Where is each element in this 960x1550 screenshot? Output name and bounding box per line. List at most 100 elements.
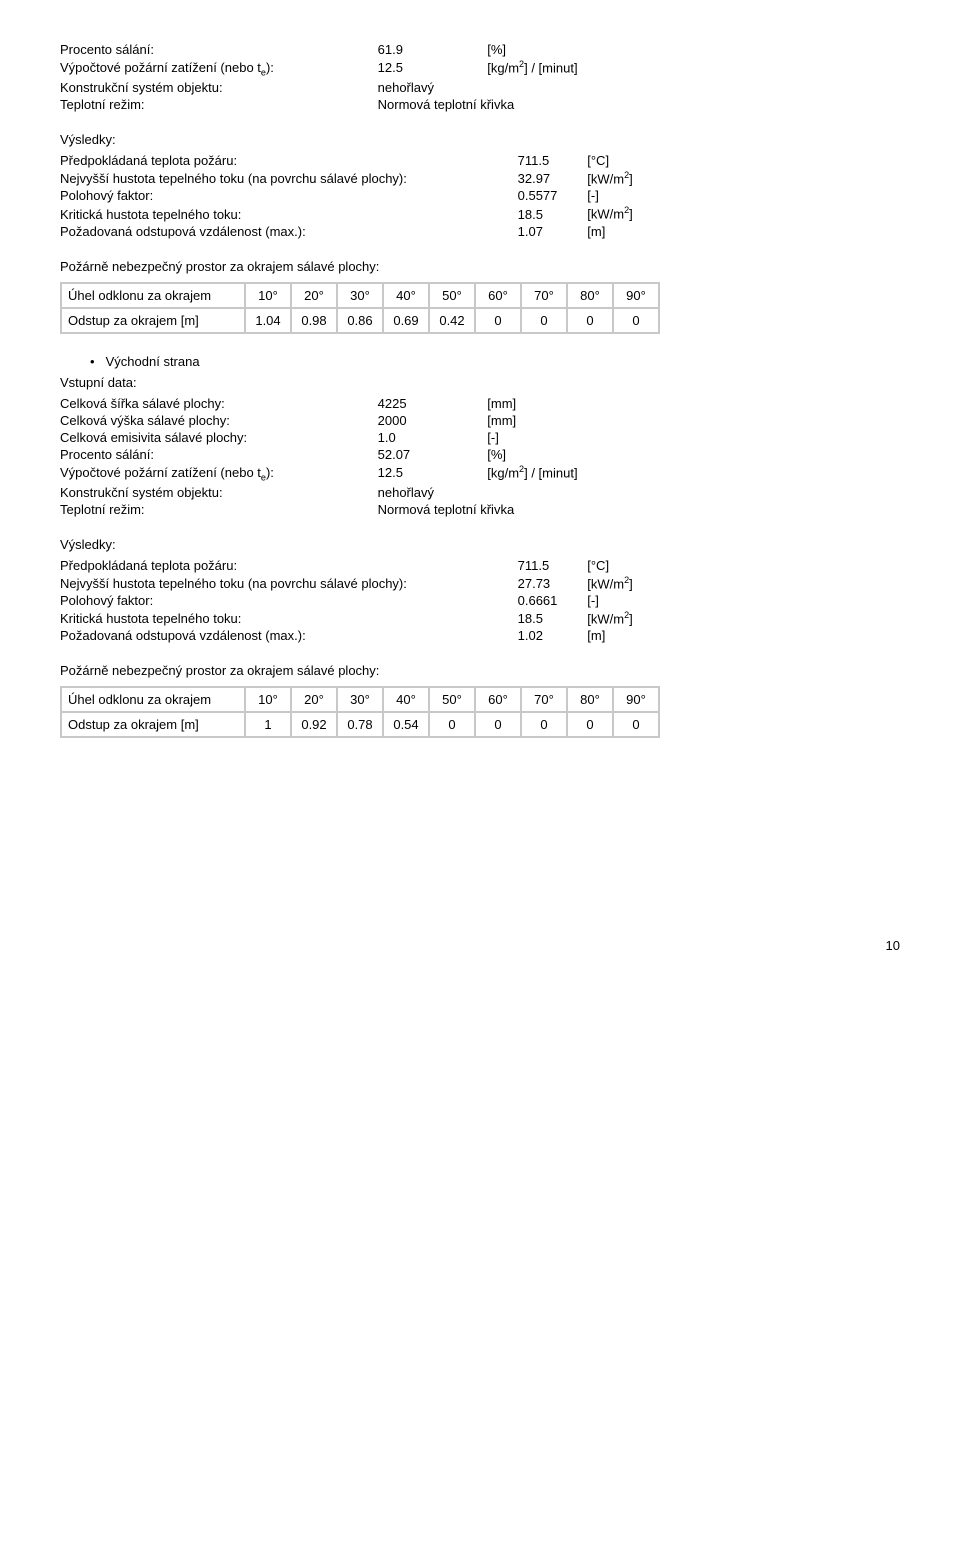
- table-cell: 1.04: [245, 308, 291, 333]
- table-row: Úhel odklonu za okrajem 10° 20° 30° 40° …: [61, 283, 659, 308]
- lbl-teplotni: Teplotní režim:: [60, 502, 370, 517]
- row-procento-2: Procento sálání: 52.07 [%]: [60, 447, 900, 462]
- table-row: Odstup za okrajem [m] 1.04 0.98 0.86 0.6…: [61, 308, 659, 333]
- table-1: Úhel odklonu za okrajem 10° 20° 30° 40° …: [60, 282, 660, 334]
- row-pozadovana-2: Požadovaná odstupová vzdálenost (max.): …: [60, 628, 900, 643]
- page-number: 10: [60, 938, 900, 953]
- table-cell: 0.69: [383, 308, 429, 333]
- row-pozadovana-1: Požadovaná odstupová vzdálenost (max.): …: [60, 224, 900, 239]
- table-cell: 0: [567, 712, 613, 737]
- table-cell: 0: [521, 308, 567, 333]
- lbl-nejvyssi: Nejvyšší hustota tepelného toku (na povr…: [60, 171, 510, 186]
- unit-dash: [-]: [481, 430, 499, 445]
- table-2: Úhel odklonu za okrajem 10° 20° 30° 40° …: [60, 686, 660, 738]
- table-cell: 40°: [383, 687, 429, 712]
- val-procento-1: 61.9: [374, 42, 478, 57]
- vysledky-title-2: Výsledky:: [60, 537, 900, 552]
- val-pozadovana-2: 1.02: [514, 628, 578, 643]
- val-konstrukcni-2: nehořlavý: [374, 485, 434, 500]
- unit-mm: [mm]: [481, 396, 516, 411]
- val-predpokladana-2: 711.5: [514, 558, 578, 573]
- row-polohovy-1: Polohový faktor: 0.5577 [-]: [60, 188, 900, 203]
- row-predpokladana-2: Předpokládaná teplota požáru: 711.5 [°C]: [60, 558, 900, 573]
- lbl-konstrukcni: Konstrukční systém objektu:: [60, 485, 370, 500]
- table-cell: 70°: [521, 687, 567, 712]
- val-kriticka-2: 18.5: [514, 611, 578, 626]
- row-nejvyssi-2: Nejvyšší hustota tepelného toku (na povr…: [60, 575, 900, 591]
- table-cell: 0: [567, 308, 613, 333]
- val-polohovy-1: 0.5577: [514, 188, 578, 203]
- table-cell: 0.98: [291, 308, 337, 333]
- table-cell: 60°: [475, 283, 521, 308]
- lbl-polohovy: Polohový faktor:: [60, 593, 510, 608]
- lbl-sirka: Celková šířka sálavé plochy:: [60, 396, 370, 411]
- vychodni-label: Východní strana: [106, 354, 200, 369]
- lbl-nejvyssi: Nejvyšší hustota tepelného toku (na povr…: [60, 576, 510, 591]
- lbl-emis: Celková emisivita sálavé plochy:: [60, 430, 370, 445]
- unit-percent: [%]: [481, 42, 506, 57]
- unit-kgm2: [kg/m2] / [minut]: [481, 59, 577, 75]
- table-row: Úhel odklonu za okrajem 10° 20° 30° 40° …: [61, 687, 659, 712]
- row-polohovy-2: Polohový faktor: 0.6661 [-]: [60, 593, 900, 608]
- vstupni-title: Vstupní data:: [60, 375, 900, 390]
- val-polohovy-2: 0.6661: [514, 593, 578, 608]
- table-cell: 0: [613, 712, 659, 737]
- row-vypoctove-2: Výpočtové požární zatížení (nebo te): 12…: [60, 464, 900, 483]
- lbl-vypoctove: Výpočtové požární zatížení (nebo te):: [60, 465, 370, 483]
- table-cell: 0.42: [429, 308, 475, 333]
- lbl-vyska: Celková výška sálavé plochy:: [60, 413, 370, 428]
- table-row: Odstup za okrajem [m] 1 0.92 0.78 0.54 0…: [61, 712, 659, 737]
- row-sirka: Celková šířka sálavé plochy: 4225 [mm]: [60, 396, 900, 411]
- table-cell: 0: [429, 712, 475, 737]
- unit-m: [m]: [581, 224, 605, 239]
- unit-m: [m]: [581, 628, 605, 643]
- lbl-procento: Procento sálání:: [60, 42, 370, 57]
- table-head-uhel: Úhel odklonu za okrajem: [61, 283, 245, 308]
- unit-dash: [-]: [581, 188, 599, 203]
- lbl-predpokladana: Předpokládaná teplota požáru:: [60, 558, 510, 573]
- unit-celsius: [°C]: [581, 153, 609, 168]
- table-cell: 0.78: [337, 712, 383, 737]
- table-cell: 30°: [337, 283, 383, 308]
- unit-kwm2: [kW/m2]: [581, 205, 633, 221]
- val-vyska: 2000: [374, 413, 478, 428]
- unit-celsius: [°C]: [581, 558, 609, 573]
- vysledky-title-1: Výsledky:: [60, 132, 900, 147]
- unit-kwm2: [kW/m2]: [581, 170, 633, 186]
- lbl-konstrukcni: Konstrukční systém objektu:: [60, 80, 370, 95]
- val-teplotni-1: Normová teplotní křivka: [374, 97, 515, 112]
- table-cell: 30°: [337, 687, 383, 712]
- table-cell: 20°: [291, 283, 337, 308]
- val-vypoctove-2: 12.5: [374, 465, 478, 480]
- table-cell: 90°: [613, 687, 659, 712]
- table-cell: 50°: [429, 283, 475, 308]
- table-cell: 10°: [245, 687, 291, 712]
- row-kriticka-2: Kritická hustota tepelného toku: 18.5 [k…: [60, 610, 900, 626]
- table-head-odstup: Odstup za okrajem [m]: [61, 712, 245, 737]
- top-input-block: Procento sálání: 61.9 [%] Výpočtové požá…: [60, 42, 900, 112]
- table-cell: 40°: [383, 283, 429, 308]
- unit-percent: [%]: [481, 447, 506, 462]
- val-konstrukcni-1: nehořlavý: [374, 80, 434, 95]
- table-cell: 0: [613, 308, 659, 333]
- row-teplotni-1: Teplotní režim: Normová teplotní křivka: [60, 97, 900, 112]
- table-cell: 80°: [567, 283, 613, 308]
- unit-kgm2: [kg/m2] / [minut]: [481, 464, 577, 480]
- table-cell: 0.54: [383, 712, 429, 737]
- val-vypoctove-1: 12.5: [374, 60, 478, 75]
- east-input-block: Celková šířka sálavé plochy: 4225 [mm] C…: [60, 396, 900, 517]
- lbl-kriticka: Kritická hustota tepelného toku:: [60, 207, 510, 222]
- table-cell: 90°: [613, 283, 659, 308]
- table-cell: 0.92: [291, 712, 337, 737]
- lbl-pozadovana: Požadovaná odstupová vzdálenost (max.):: [60, 628, 510, 643]
- row-kriticka-1: Kritická hustota tepelného toku: 18.5 [k…: [60, 205, 900, 221]
- lbl-procento: Procento sálání:: [60, 447, 370, 462]
- table-cell: 0: [475, 308, 521, 333]
- east-results-block: Předpokládaná teplota požáru: 711.5 [°C]…: [60, 558, 900, 644]
- row-konstrukcni-1: Konstrukční systém objektu: nehořlavý: [60, 80, 900, 95]
- val-procento-2: 52.07: [374, 447, 478, 462]
- row-vypoctove-1: Výpočtové požární zatížení (nebo te): 12…: [60, 59, 900, 78]
- bullet-icon: •: [90, 354, 102, 369]
- table-cell: 0: [521, 712, 567, 737]
- row-predpokladana-1: Předpokládaná teplota požáru: 711.5 [°C]: [60, 153, 900, 168]
